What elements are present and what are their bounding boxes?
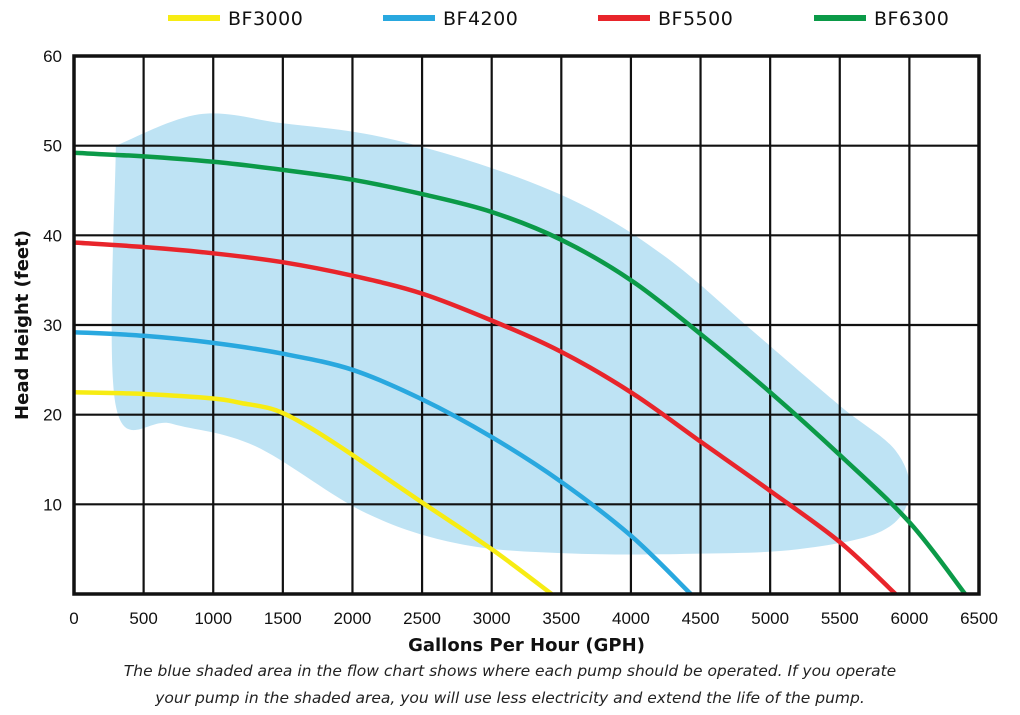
x-tick-label: 4000 xyxy=(612,609,650,628)
x-tick-label: 1500 xyxy=(264,609,302,628)
x-tick-label: 6500 xyxy=(960,609,998,628)
x-tick-labels: 0 500 1000 1500 2000 2500 3000 3500 4000 4500 5000… xyxy=(69,609,998,628)
y-tick-label: 30 xyxy=(43,316,62,335)
legend-item-bf6300: BF6300 xyxy=(814,8,949,30)
series-line-bf4200 xyxy=(73,329,693,596)
caption-line-2: your pump in the shaded area, you will u… xyxy=(155,689,865,707)
legend-item-bf3000: BF3000 xyxy=(168,8,303,30)
y-tick-label: 50 xyxy=(43,137,62,156)
x-tick-label: 5000 xyxy=(751,609,789,628)
caption-line-1: The blue shaded area in the flow chart s… xyxy=(123,662,897,680)
y-tick-label: 10 xyxy=(43,495,62,514)
legend-label: BF6300 xyxy=(874,8,949,30)
x-tick-label: 5500 xyxy=(821,609,859,628)
y-tick-label: 20 xyxy=(43,406,62,425)
y-axis-title: Head Height (feet) xyxy=(12,230,33,420)
plot-frame xyxy=(72,54,981,596)
legend-item-bf5500: BF5500 xyxy=(598,8,733,30)
y-tick-label: 60 xyxy=(43,47,62,66)
y-tick-labels: 10 20 30 40 50 60 xyxy=(43,47,62,514)
legend-item-bf4200: BF4200 xyxy=(383,8,518,30)
legend-label: BF5500 xyxy=(658,8,733,30)
x-tick-label: 6000 xyxy=(890,609,928,628)
y-tick-label: 40 xyxy=(43,226,62,245)
series-line-bf5500 xyxy=(73,240,898,596)
x-tick-label: 1000 xyxy=(194,609,232,628)
x-axis-title: Gallons Per Hour (GPH) xyxy=(408,635,645,656)
x-tick-label: 3000 xyxy=(473,609,511,628)
grid xyxy=(74,56,979,594)
x-tick-label: 4500 xyxy=(682,609,720,628)
shaded-operating-area xyxy=(111,113,910,555)
x-tick-label: 2000 xyxy=(334,609,372,628)
shaded-area-group xyxy=(111,113,910,555)
legend-label: BF4200 xyxy=(443,8,518,30)
legend: BF3000 BF4200 BF5500 BF6300 xyxy=(168,8,949,30)
x-tick-label: 500 xyxy=(129,609,157,628)
x-tick-label: 0 xyxy=(69,609,78,628)
x-tick-label: 2500 xyxy=(403,609,441,628)
legend-label: BF3000 xyxy=(228,8,303,30)
series-line-bf3000 xyxy=(73,390,553,596)
x-tick-label: 3500 xyxy=(542,609,580,628)
series-line-bf6300 xyxy=(73,150,967,596)
series-lines xyxy=(73,150,967,596)
